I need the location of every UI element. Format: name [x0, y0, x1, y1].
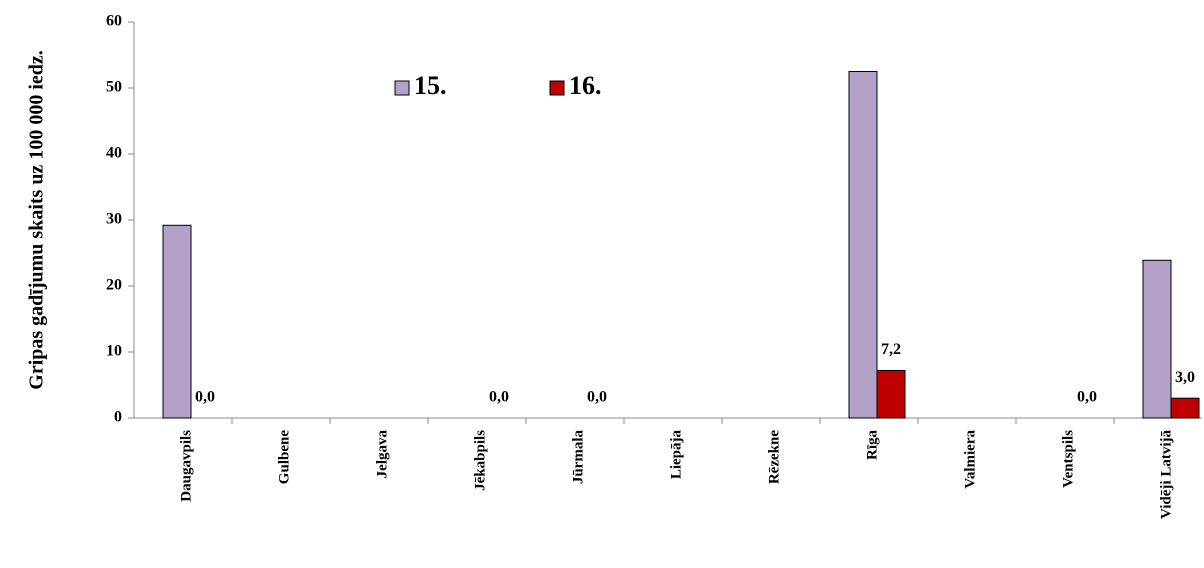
y-tick-label: 60	[106, 13, 122, 30]
x-tick-label: Vidēji Latvijā	[1158, 430, 1174, 520]
bar	[876, 369, 906, 419]
data-label: 0,0	[195, 389, 215, 406]
x-tick-label: Jēkabpils	[472, 430, 488, 491]
y-tick-label: 40	[106, 145, 122, 162]
y-tick-label: 20	[106, 277, 122, 294]
y-axis-title: Gripas gadījumu skaits uz 100 000 iedz.	[26, 50, 48, 389]
legend-swatch	[549, 80, 565, 96]
legend-swatch	[394, 80, 410, 96]
x-tick-label: Valmiera	[962, 430, 978, 489]
y-tick-label: 0	[114, 409, 122, 426]
data-label: 3,0	[1175, 369, 1195, 386]
x-tick-label: Liepāja	[668, 430, 684, 480]
y-tick-label: 10	[106, 343, 122, 360]
y-tick-label: 50	[106, 79, 122, 96]
x-tick-label: Daugavpils	[178, 430, 194, 502]
bar	[162, 224, 192, 419]
y-tick-label: 30	[106, 211, 122, 228]
x-tick-label: Rēzekne	[766, 430, 782, 484]
legend-label: 16.	[569, 71, 602, 100]
x-tick-label: Jelgava	[374, 430, 390, 479]
x-tick-label: Gulbene	[276, 430, 292, 485]
legend-label: 15.	[414, 71, 447, 100]
data-label: 7,2	[881, 341, 901, 358]
x-tick-label: Rīga	[864, 430, 880, 461]
x-tick-label: Jūrmala	[570, 430, 586, 485]
data-label: 0,0	[1077, 389, 1097, 406]
bar	[1170, 397, 1200, 419]
data-label: 0,0	[587, 389, 607, 406]
bar	[1142, 259, 1172, 419]
data-label: 0,0	[489, 389, 509, 406]
bar	[848, 71, 878, 419]
x-tick-label: Ventspils	[1060, 430, 1076, 488]
